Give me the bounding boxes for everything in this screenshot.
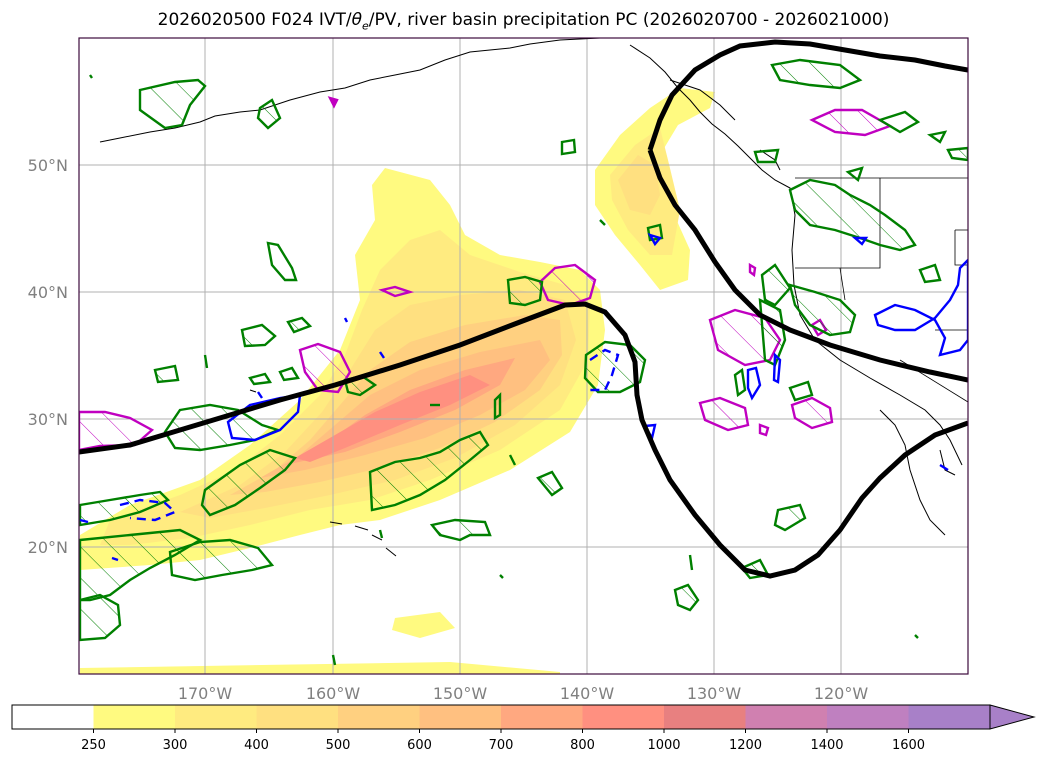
- lat-label: 50°N: [28, 156, 68, 175]
- colorbar-segment: [582, 705, 665, 729]
- colorbar-segment: [175, 705, 257, 729]
- lon-label: 160°W: [306, 684, 361, 703]
- colorbar-tick-label: 400: [244, 738, 269, 753]
- lon-label: 130°W: [687, 684, 742, 703]
- map-title: 2026020500 F024 IVT/θe/PV, river basin p…: [157, 10, 890, 33]
- colorbar-tick-label: 700: [489, 738, 514, 753]
- ivt-250: [80, 662, 560, 674]
- lon-axis-labels: 170°W 160°W 150°W 140°W 130°W 120°W: [178, 684, 869, 703]
- colorbar-tick-label: 1200: [729, 738, 762, 753]
- colorbar-segment: [664, 705, 746, 729]
- colorbar-tick-label: 500: [326, 738, 351, 753]
- lat-axis-labels: 50°N 40°N 30°N 20°N: [28, 156, 68, 557]
- lon-label: 140°W: [560, 684, 615, 703]
- colorbar-segment: [908, 705, 991, 729]
- coastlines: [99, 38, 968, 557]
- magenta-contours: [79, 96, 893, 452]
- colorbar-segment: [256, 705, 339, 729]
- green-contours: [79, 58, 968, 666]
- lat-label: 20°N: [28, 538, 68, 557]
- blue-contours: [79, 233, 968, 562]
- map-frame: [78, 37, 969, 675]
- colorbar-tick-label: 800: [570, 738, 595, 753]
- colorbar-segment: [827, 705, 909, 729]
- lat-label: 40°N: [28, 283, 68, 302]
- lat-label: 30°N: [28, 410, 68, 429]
- colorbar-segment: [93, 705, 176, 729]
- lon-label: 120°W: [814, 684, 869, 703]
- ivt-400: [618, 155, 660, 215]
- colorbar-tick-label: 250: [81, 738, 106, 753]
- colorbar-segment: [419, 705, 502, 729]
- colorbar-extend-arrow: [989, 704, 1036, 730]
- colorbar-segment: [501, 705, 583, 729]
- map-plot-area: [79, 38, 968, 674]
- pv-contours: [79, 39, 968, 579]
- colorbar: 250 300 400 500 600 700 800 1000 1200 1400 1600: [11, 704, 1036, 753]
- colorbar-tick-label: 1400: [810, 738, 843, 753]
- colorbar-tick-label: 300: [163, 738, 188, 753]
- ivt-250: [392, 612, 455, 638]
- colorbar-tick-label: 600: [407, 738, 432, 753]
- colorbar-segment: [338, 705, 420, 729]
- colorbar-segment: [12, 705, 94, 729]
- colorbar-tick-label: 1000: [647, 738, 680, 753]
- colorbar-tick-label: 1600: [892, 738, 925, 753]
- colorbar-segment: [745, 705, 828, 729]
- lon-label: 150°W: [433, 684, 488, 703]
- lon-label: 170°W: [178, 684, 233, 703]
